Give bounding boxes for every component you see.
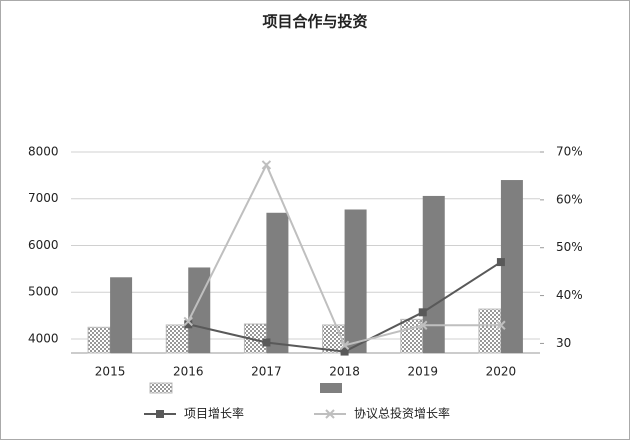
- y-tick-label: 4000: [28, 331, 59, 345]
- bar: [165, 324, 189, 354]
- point: [340, 347, 349, 356]
- point: [496, 320, 506, 330]
- y2-tick-label: 40%: [556, 288, 583, 302]
- legend-label: 协议总投资增长率: [354, 406, 450, 421]
- legend-label: 项目增长率: [184, 406, 244, 421]
- point: [156, 410, 164, 418]
- x-tick-label: 2019: [407, 365, 438, 379]
- x-tick-label: 2016: [173, 365, 204, 379]
- bar: [266, 212, 289, 353]
- bar: [500, 180, 523, 353]
- y2-tick-label: 60%: [556, 192, 583, 206]
- point: [184, 320, 193, 329]
- point: [325, 409, 335, 419]
- x-tick-label: 2015: [95, 365, 126, 379]
- y-tick-label: 7000: [28, 191, 59, 205]
- y-tick-label: 8000: [28, 145, 59, 159]
- bar: [478, 308, 502, 354]
- y2-tick-label: 30: [556, 336, 571, 350]
- chart-title: 项目合作与投资: [262, 13, 367, 31]
- point: [183, 316, 193, 327]
- point: [262, 338, 271, 347]
- x-tick-label: 2017: [251, 365, 282, 379]
- y-tick-label: 6000: [28, 238, 59, 252]
- legend-swatch: [320, 383, 342, 393]
- y2-tick-label: 50%: [556, 240, 583, 254]
- bar: [188, 267, 211, 353]
- point: [418, 308, 427, 317]
- bar: [87, 326, 111, 354]
- y2-tick-label: 70%: [556, 145, 583, 159]
- x-tick-label: 2018: [329, 365, 360, 379]
- y-tick-label: 5000: [28, 285, 59, 299]
- legend-swatch: [149, 382, 173, 394]
- bar: [344, 209, 367, 353]
- point: [339, 340, 350, 351]
- point: [496, 258, 505, 267]
- point: [261, 160, 272, 170]
- bar: [400, 318, 424, 354]
- x-tick-label: 2020: [486, 365, 517, 379]
- bar: [110, 277, 133, 353]
- point: [418, 320, 428, 330]
- bar: [422, 195, 445, 353]
